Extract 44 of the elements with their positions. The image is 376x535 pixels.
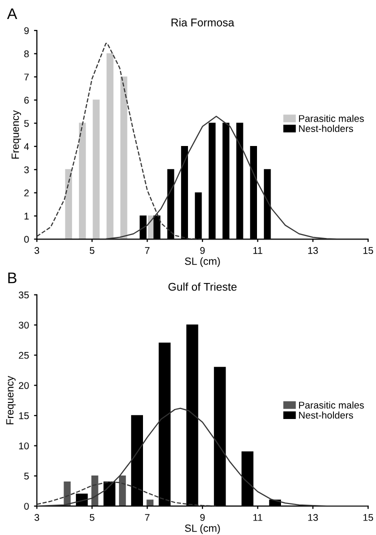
y-tick-label: 20 — [18, 382, 29, 389]
y-tick-label: 5 — [24, 472, 29, 480]
y-tick-label: 7 — [24, 74, 29, 80]
text: B — [8, 272, 16, 284]
x-tick-label: 7 — [145, 514, 150, 521]
y-tick-label: 15 — [19, 412, 29, 420]
y-tick-label: 30 — [18, 322, 29, 329]
y-tick-label: 8 — [24, 50, 29, 58]
y-tick-label: 6 — [24, 96, 29, 104]
x-axis-title: SL (cm) — [184, 257, 220, 267]
x-tick-label: 9 — [200, 247, 205, 254]
y-tick-label: 5 — [24, 120, 29, 127]
legend-label: Nest-holders — [299, 124, 354, 132]
x-tick-label: 11 — [253, 514, 262, 521]
y-tick-label: 0 — [24, 502, 29, 510]
y-axis-title: Frequency — [12, 110, 22, 159]
x-tick-label: 3 — [34, 247, 40, 254]
x-tick-label: 7 — [145, 247, 150, 254]
x-tick-label: 9 — [200, 514, 205, 521]
x-axis-title: SL (cm) — [184, 524, 220, 534]
x-tick-label: 13 — [308, 247, 318, 254]
y-tick-label: 1 — [24, 212, 29, 220]
y-tick-label: 35 — [18, 292, 29, 298]
x-tick-label: 13 — [308, 514, 318, 521]
y-axis-title: Frequency — [6, 376, 16, 424]
x-tick-label: 11 — [253, 247, 262, 254]
legend-label: Parasitic males — [299, 114, 364, 122]
legend-label: Nest-holders — [299, 412, 354, 419]
chart-title: Ria Formosa — [172, 18, 234, 26]
x-tick-label: 5 — [90, 514, 94, 521]
y-tick-label: 0 — [24, 236, 29, 243]
x-tick-label: 15 — [363, 514, 374, 521]
x-tick-label: 5 — [90, 247, 94, 254]
y-tick-label: 2 — [24, 190, 29, 196]
y-tick-label: 3 — [24, 166, 29, 174]
y-tick-label: 25 — [18, 352, 29, 359]
x-tick-label: 15 — [363, 247, 374, 254]
y-tick-label: 4 — [24, 143, 29, 150]
y-tick-label: 10 — [19, 442, 29, 450]
chart-title: Gulf of Trieste — [168, 282, 237, 291]
y-tick-label: 9 — [24, 27, 29, 34]
legend-label: Parasitic males — [299, 401, 364, 409]
x-tick-label: 3 — [34, 514, 40, 521]
text: A — [7, 8, 18, 19]
